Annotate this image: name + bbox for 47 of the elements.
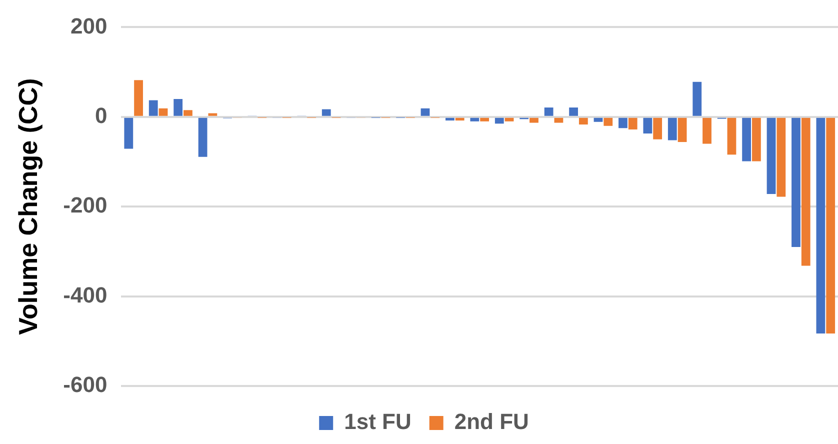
bar bbox=[604, 118, 613, 126]
bar bbox=[702, 118, 712, 144]
bar bbox=[742, 118, 751, 162]
bar bbox=[158, 108, 168, 116]
bar bbox=[446, 118, 454, 120]
bar bbox=[504, 118, 514, 122]
bar bbox=[208, 113, 218, 116]
bar bbox=[494, 118, 504, 124]
legend-label: 2nd FU bbox=[454, 409, 529, 434]
bar bbox=[668, 118, 677, 140]
y-tick-label: -400 bbox=[63, 282, 108, 308]
y-tick-label: -600 bbox=[63, 372, 108, 398]
bar bbox=[184, 110, 192, 116]
bar bbox=[594, 118, 603, 122]
bar bbox=[628, 118, 638, 130]
y-axis-title: Volume Change (CC) bbox=[12, 78, 43, 335]
bar bbox=[776, 118, 786, 197]
bar bbox=[569, 107, 578, 116]
bar bbox=[618, 118, 628, 128]
legend-label: 1st FU bbox=[344, 409, 412, 434]
bar bbox=[124, 118, 134, 149]
bar bbox=[826, 118, 836, 334]
bar bbox=[544, 107, 554, 116]
bar bbox=[455, 118, 464, 120]
y-tick-label: -200 bbox=[63, 192, 108, 218]
bar bbox=[134, 80, 143, 116]
bar bbox=[530, 118, 538, 123]
bar bbox=[643, 118, 652, 134]
bar bbox=[174, 98, 183, 116]
bar bbox=[198, 118, 208, 157]
bar bbox=[801, 118, 810, 266]
bar bbox=[470, 118, 480, 122]
bar bbox=[653, 118, 662, 140]
bar bbox=[752, 118, 761, 162]
bar bbox=[766, 118, 776, 194]
bar bbox=[322, 109, 331, 116]
bar bbox=[420, 108, 430, 116]
bar bbox=[816, 118, 826, 334]
y-tick-label: 0 bbox=[94, 102, 108, 128]
y-tick-label: 200 bbox=[70, 13, 108, 38]
bar bbox=[480, 118, 490, 122]
bar bbox=[578, 118, 588, 125]
bar bbox=[148, 100, 158, 116]
bar bbox=[792, 118, 800, 247]
bar bbox=[727, 118, 736, 155]
bar bbox=[692, 82, 702, 116]
bar bbox=[678, 118, 687, 142]
